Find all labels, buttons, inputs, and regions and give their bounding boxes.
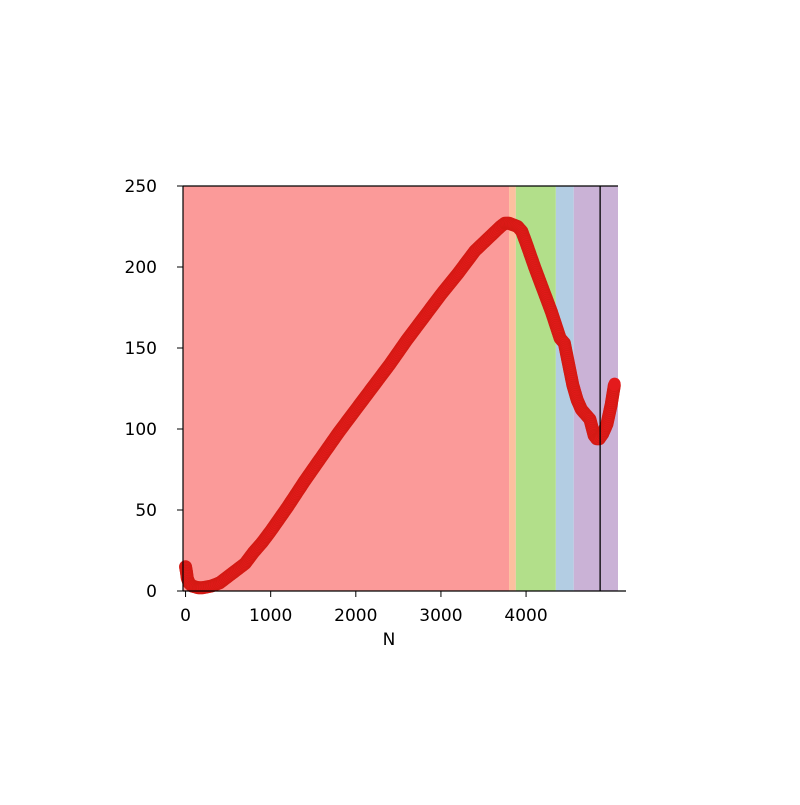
y-tick-label: 50 xyxy=(135,501,157,521)
x-tick-label: 4000 xyxy=(504,606,547,626)
x-tick-label: 0 xyxy=(180,606,191,626)
data-point xyxy=(608,377,621,390)
background-band-0 xyxy=(183,186,510,591)
x-tick-label: 3000 xyxy=(419,606,462,626)
background-band-3 xyxy=(555,186,574,591)
x-axis-label: N xyxy=(383,630,396,650)
background-bands xyxy=(183,186,618,591)
axis-ticks: 0 50 100 150 200 250 0 1000 2000 3000 4000 xyxy=(125,177,548,626)
y-tick-label: 250 xyxy=(125,177,157,197)
background-band-1 xyxy=(509,186,516,591)
y-tick-label: 150 xyxy=(125,339,157,359)
axes-frame xyxy=(182,185,626,592)
x-tick-label: 2000 xyxy=(334,606,377,626)
x-tick-label: 1000 xyxy=(249,606,292,626)
y-tick-label: 0 xyxy=(146,582,157,602)
y-tick-label: 200 xyxy=(125,258,157,278)
y-tick-label: 100 xyxy=(125,420,157,440)
data-points xyxy=(179,216,621,595)
